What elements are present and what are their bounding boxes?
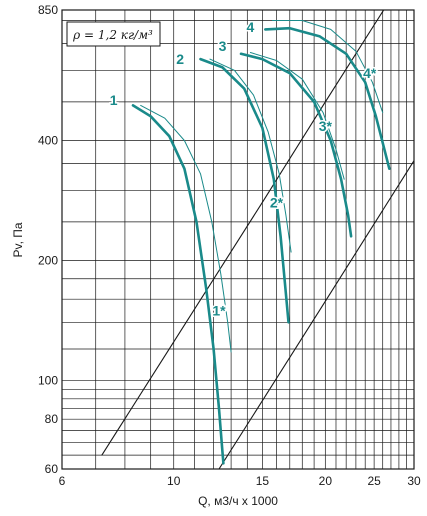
system-line bbox=[101, 10, 385, 456]
x-tick-label: 30 bbox=[407, 474, 421, 488]
x-axis-title: Q, м3/ч x 1000 bbox=[198, 494, 278, 508]
fan-curve bbox=[199, 57, 290, 324]
curve-label: 2* bbox=[270, 194, 284, 210]
system-lines bbox=[101, 10, 414, 469]
curve-labels: 1 2 3 4 1* 2* 3* 4* bbox=[108, 18, 378, 320]
y-tick-label: 80 bbox=[45, 412, 59, 426]
y-axis-title: Pv, Па bbox=[11, 222, 25, 257]
density-box-frame bbox=[66, 21, 161, 47]
plot-background bbox=[62, 10, 414, 469]
y-tick-label: 400 bbox=[38, 134, 58, 148]
fan-curve-thin bbox=[271, 20, 384, 114]
y-tick-labels: 60 80 100 200 400 850 bbox=[38, 3, 58, 476]
fan-curve bbox=[264, 26, 391, 170]
density-note: ρ = 1,2 кг/м³ bbox=[72, 28, 153, 42]
fan-curve bbox=[239, 52, 353, 238]
curve-label: 3 bbox=[219, 38, 227, 54]
curve-label: 1* bbox=[212, 302, 226, 318]
x-tick-label: 15 bbox=[256, 474, 270, 488]
curve-label: 4 bbox=[247, 19, 255, 35]
curve-label: 1 bbox=[110, 92, 118, 108]
fan-curve-thin bbox=[209, 58, 292, 253]
y-tick-label: 200 bbox=[38, 254, 58, 268]
curve-label: 3* bbox=[319, 118, 333, 134]
x-tick-label: 25 bbox=[367, 474, 381, 488]
y-tick-label: 60 bbox=[45, 462, 59, 476]
curve-label: 4* bbox=[363, 65, 377, 81]
x-tick-label: 10 bbox=[167, 474, 181, 488]
x-tick-label: 20 bbox=[319, 474, 333, 488]
fan-curve-thin bbox=[249, 52, 345, 180]
plot-frame bbox=[61, 9, 415, 470]
density-box: ρ = 1,2 кг/м³ bbox=[66, 21, 161, 47]
fan-curves bbox=[131, 20, 391, 465]
x-tick-labels: 6 10 15 20 25 30 bbox=[59, 474, 421, 488]
y-tick-label: 850 bbox=[38, 3, 58, 17]
x-tick-label: 6 bbox=[59, 474, 66, 488]
system-line bbox=[218, 160, 414, 469]
y-tick-label: 100 bbox=[38, 374, 58, 388]
fan-curve-thin bbox=[140, 104, 232, 353]
fan-curve bbox=[131, 104, 225, 465]
curve-label: 2 bbox=[176, 51, 184, 67]
